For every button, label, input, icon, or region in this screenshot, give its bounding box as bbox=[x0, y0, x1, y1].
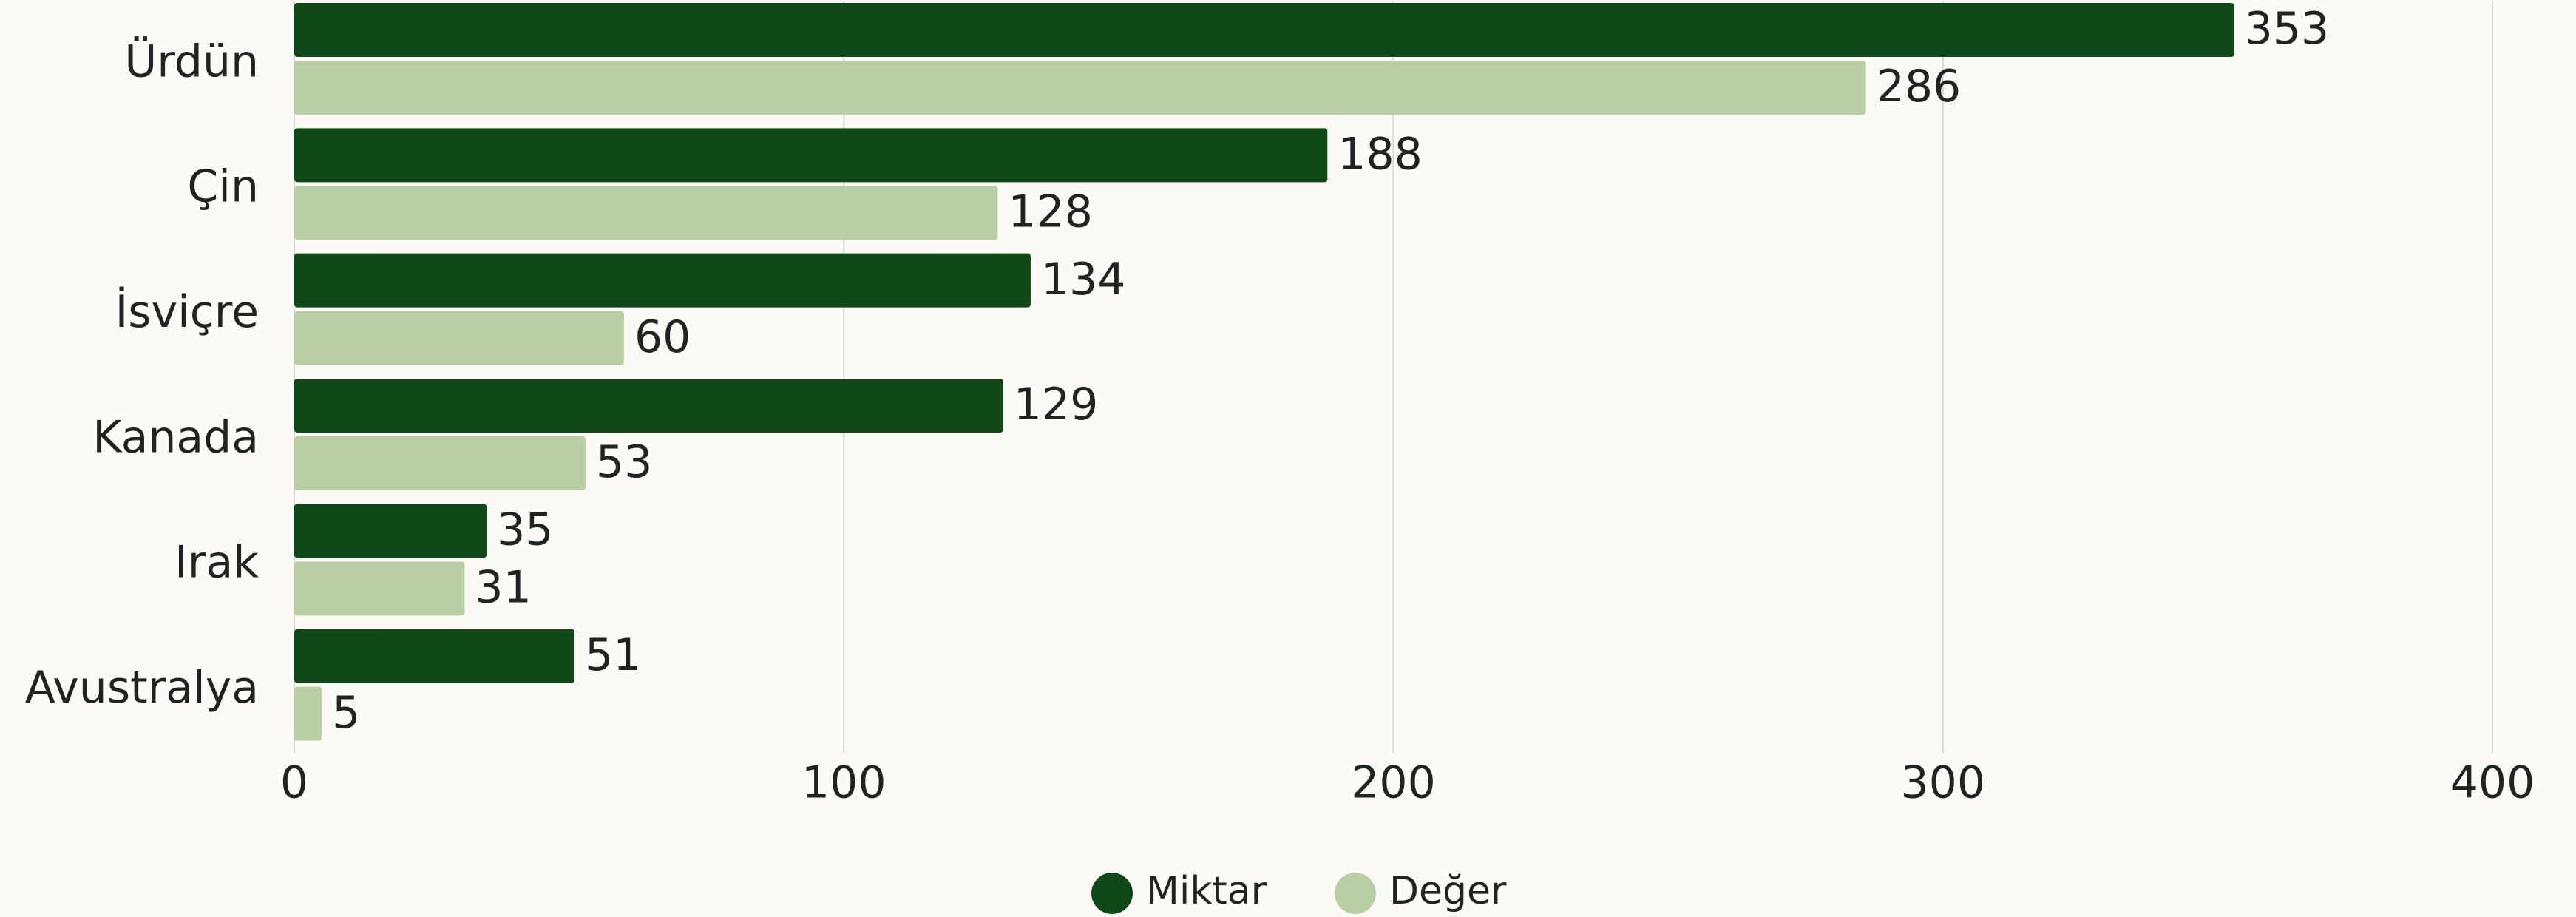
value-label: 129 bbox=[1014, 379, 1099, 430]
value-label: 128 bbox=[1008, 186, 1093, 237]
bar bbox=[294, 254, 1031, 308]
bar bbox=[294, 504, 487, 558]
value-label: 60 bbox=[634, 311, 691, 363]
chart: 0 100 200 300 400 Ürdün 353 286 Çin 188 128 İsviçre… bbox=[0, 0, 2576, 917]
legend-swatch bbox=[1335, 873, 1376, 914]
x-tick-label: 400 bbox=[2450, 757, 2535, 809]
value-label: 53 bbox=[596, 436, 652, 488]
x-tick-label: 200 bbox=[1351, 757, 1436, 809]
bar bbox=[294, 629, 574, 683]
x-tick-label: 300 bbox=[1900, 757, 1985, 809]
bar bbox=[294, 379, 1003, 433]
y-tick-label: Çin bbox=[187, 161, 259, 213]
legend-label: Değer bbox=[1389, 869, 1507, 913]
y-tick-label: Irak bbox=[174, 537, 259, 589]
bar bbox=[294, 687, 322, 741]
legend-swatch bbox=[1091, 873, 1133, 914]
bar bbox=[294, 561, 464, 615]
bar bbox=[294, 186, 997, 240]
value-label: 286 bbox=[1877, 61, 1962, 112]
y-tick-label: Kanada bbox=[92, 411, 259, 463]
page: {"chart_data": {"type": "hbar", "categor… bbox=[0, 0, 2576, 917]
value-label: 353 bbox=[2245, 3, 2330, 55]
x-tick-label: 100 bbox=[801, 757, 887, 809]
bar bbox=[294, 61, 1866, 115]
x-tick-label: 0 bbox=[280, 757, 308, 809]
bar bbox=[294, 311, 624, 365]
y-tick-label: Avustralya bbox=[25, 662, 259, 714]
bar bbox=[294, 128, 1327, 182]
y-tick-label: İsviçre bbox=[115, 285, 259, 338]
value-label: 134 bbox=[1041, 254, 1126, 305]
value-label: 5 bbox=[332, 687, 360, 739]
value-label: 31 bbox=[475, 561, 531, 613]
value-label: 35 bbox=[497, 504, 553, 555]
legend-label: Miktar bbox=[1146, 869, 1267, 913]
value-label: 188 bbox=[1338, 128, 1423, 180]
y-tick-label: Ürdün bbox=[124, 35, 259, 87]
value-label: 51 bbox=[585, 629, 641, 681]
bar bbox=[294, 3, 2234, 57]
bar bbox=[294, 436, 586, 490]
